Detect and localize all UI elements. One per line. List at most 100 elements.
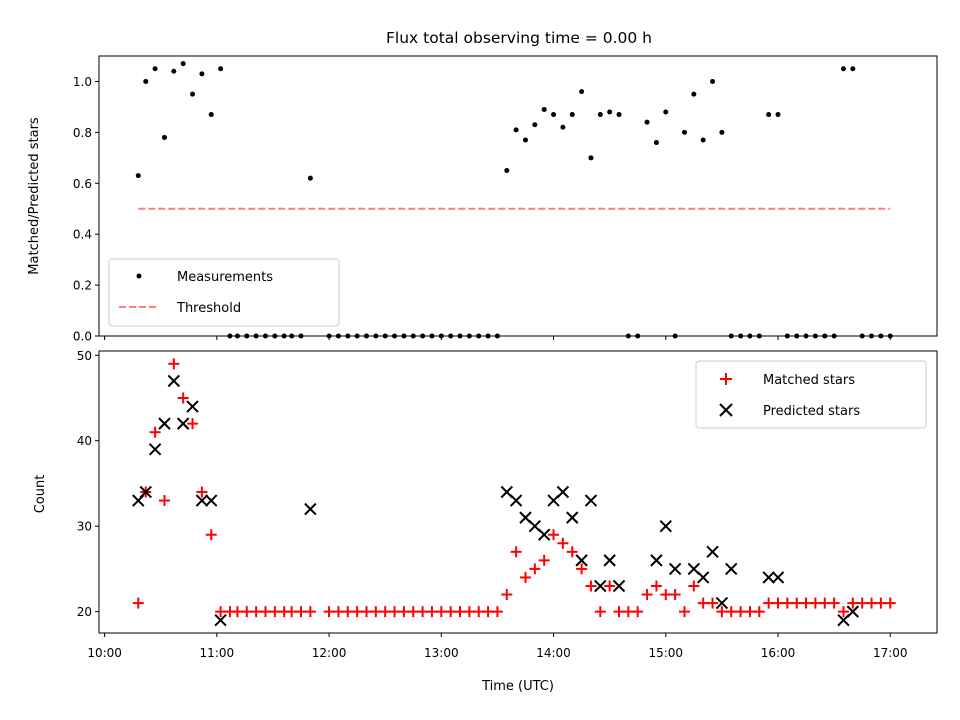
predicted-star-point <box>176 417 190 430</box>
matched-star-point <box>501 589 513 601</box>
measurement-point <box>522 137 528 143</box>
bottom-y-tick-label: 40 <box>77 434 92 448</box>
matched-star-point <box>819 597 831 609</box>
matched-star-point <box>856 597 868 609</box>
top-y-tick-label: 0.6 <box>73 177 92 191</box>
legend-marker-matched <box>720 373 732 385</box>
bottom-x-tick-label: 15:00 <box>648 646 683 660</box>
matched-star-point <box>548 529 560 541</box>
measurement-point <box>541 106 547 112</box>
predicted-star-point <box>304 502 317 516</box>
predicted-star-point <box>762 571 775 584</box>
top-panel: Flux total observing time = 0.00 h 0.0 0.… <box>27 29 938 344</box>
matched-star-point <box>828 597 840 609</box>
predicted-star-point <box>186 400 199 413</box>
matched-star-point <box>491 606 503 618</box>
measurement-point <box>775 112 781 118</box>
measurement-point <box>597 112 603 118</box>
matched-star-point <box>688 580 700 592</box>
top-legend-box <box>108 258 340 327</box>
predicted-star-point <box>509 494 523 507</box>
top-y-tick-label: 0.8 <box>73 126 92 140</box>
matched-star-point <box>669 589 681 601</box>
predicted-star-point <box>715 596 729 610</box>
matched-star-point <box>132 597 144 609</box>
measurement-point <box>532 122 538 128</box>
top-y-axis-label: Matched/Predicted stars <box>27 117 42 275</box>
x-axis-label: Time (UTC) <box>481 679 554 694</box>
matched-star-point <box>809 597 821 609</box>
measurement-point <box>607 109 613 115</box>
measurement-point <box>850 66 856 72</box>
measurement-point <box>653 140 659 146</box>
measurement-point <box>143 78 149 84</box>
matched-star-point <box>417 606 429 618</box>
measurement-point <box>691 91 697 97</box>
legend-label-predicted: Predicted stars <box>763 404 860 419</box>
measurement-point <box>588 155 594 161</box>
matched-star-point <box>613 606 625 618</box>
matched-star-point <box>149 426 161 438</box>
measurement-point <box>307 175 313 181</box>
matched-star-point <box>389 606 401 618</box>
measurement-point <box>180 61 186 67</box>
matched-star-point <box>231 606 243 618</box>
predicted-star-point <box>659 519 672 533</box>
predicted-star-point <box>706 545 719 559</box>
top-y-tick-label: 0.0 <box>73 330 92 344</box>
legend-marker-measurements <box>136 273 142 279</box>
matched-star-point <box>323 606 335 618</box>
predicted-star-point <box>537 528 551 541</box>
measurement-point <box>551 112 557 118</box>
predicted-star-point <box>650 554 663 567</box>
predicted-star-point <box>214 613 227 627</box>
predicted-star-point <box>148 443 162 456</box>
matched-star-point <box>370 606 382 618</box>
predicted-star-point <box>167 374 181 388</box>
matched-star-point <box>594 606 606 618</box>
matched-star-point <box>800 597 812 609</box>
matched-star-point <box>585 580 597 592</box>
predicted-star-point <box>846 605 860 618</box>
measurement-point <box>840 66 846 72</box>
predicted-star-point <box>566 511 579 524</box>
predicted-star-point <box>771 571 785 584</box>
measurement-point <box>152 66 158 72</box>
matched-star-point <box>241 606 253 618</box>
predicted-star-point <box>556 485 570 499</box>
predicted-star-point <box>725 562 738 576</box>
measurement-point <box>766 112 772 118</box>
matched-star-point <box>351 606 363 618</box>
matched-star-point <box>538 554 550 566</box>
predicted-star-point <box>696 571 710 584</box>
bottom-x-tick-label: 11:00 <box>200 646 235 660</box>
matched-star-point <box>379 606 391 618</box>
top-plot-frame <box>98 55 938 337</box>
matched-star-point <box>295 606 307 618</box>
matched-star-point <box>697 597 709 609</box>
measurement-point <box>208 112 214 118</box>
matched-star-point <box>398 606 410 618</box>
bottom-x-tick-label: 10:00 <box>87 646 122 660</box>
measurement-point <box>513 127 519 133</box>
predicted-star-point <box>594 579 607 593</box>
matched-star-point <box>482 606 494 618</box>
matched-star-point <box>342 606 354 618</box>
bottom-x-tick-label: 17:00 <box>873 646 908 660</box>
measurement-point <box>569 112 575 118</box>
top-legend: Measurements Threshold <box>108 258 340 327</box>
predicted-star-point <box>575 554 588 567</box>
matched-star-point <box>158 495 170 507</box>
bottom-y-tick-label: 30 <box>77 520 92 534</box>
legend-label-measurements: Measurements <box>177 270 273 285</box>
matched-star-point <box>196 486 208 498</box>
matched-star-point <box>407 606 419 618</box>
matched-star-point <box>177 392 189 404</box>
matched-star-point <box>847 597 859 609</box>
matched-star-point <box>250 606 262 618</box>
matched-star-point <box>576 563 588 575</box>
chart-title: Flux total observing time = 0.00 h <box>386 29 652 47</box>
matched-star-point <box>632 606 644 618</box>
